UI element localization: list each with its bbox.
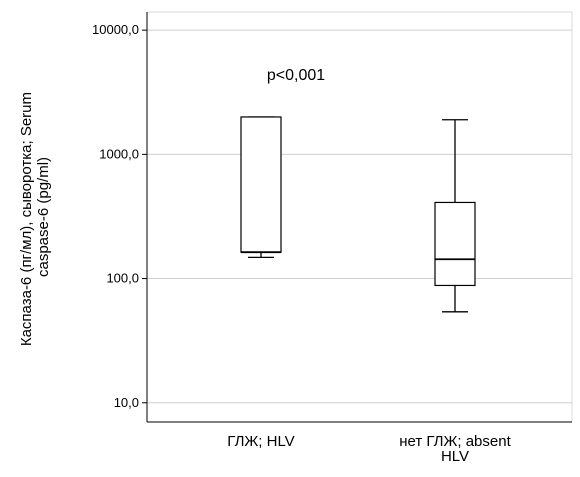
box-iqr [434, 201, 476, 287]
plot-area-background [147, 12, 572, 422]
y-tick-label: 10,0 [114, 395, 139, 410]
y-tick-label: 100,0 [106, 271, 139, 286]
x-category-label: нет ГЛЖ; absent HLV [399, 433, 511, 465]
gridlines [147, 29, 572, 404]
y-tick-label: 1000,0 [99, 146, 139, 161]
x-axis-categories: ГЛЖ; HLV нет ГЛЖ; absent HLV [227, 433, 511, 465]
x-category-label: ГЛЖ; HLV [227, 433, 294, 450]
y-tick-label: 10000,0 [92, 22, 139, 37]
box-group [240, 116, 282, 259]
y-axis-title-line-1: Каспаза-6 (пг/мл), сыворотка; Serum [18, 92, 35, 346]
y-axis-ticks: 10,0 100,0 1000,0 10000,0 [92, 22, 147, 410]
p-value-annotation: p<0,001 [267, 67, 325, 84]
x-category-label-line: ГЛЖ; HLV [227, 433, 294, 450]
box-series [240, 116, 476, 313]
x-category-label-line: нет ГЛЖ; absent [399, 433, 511, 450]
x-category-label-line: HLV [441, 448, 469, 465]
y-axis-title: Каспаза-6 (пг/мл), сыворотка; Serum casp… [18, 88, 52, 346]
y-axis-title-line-2: caspase-6 (pg/ml) [35, 157, 52, 277]
box-iqr [240, 116, 282, 253]
box-group [434, 119, 476, 313]
